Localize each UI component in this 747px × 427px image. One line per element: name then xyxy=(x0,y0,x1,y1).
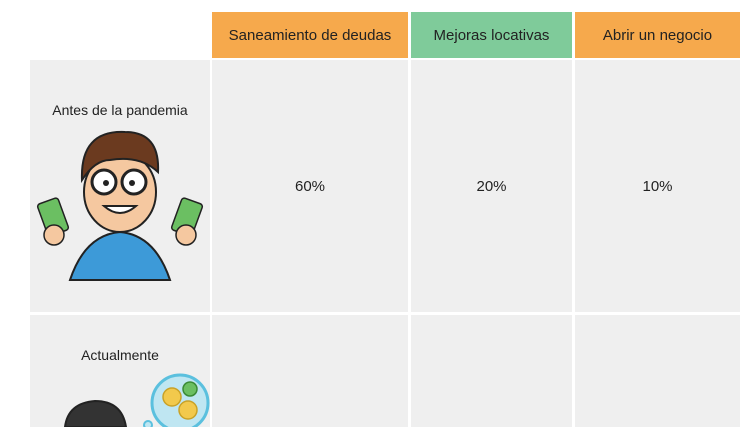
column-header: Abrir un negocio xyxy=(575,12,740,58)
row-label: Antes de la pandemia xyxy=(52,102,188,118)
column-header: Mejoras locativas xyxy=(411,12,572,58)
row-label: Actualmente xyxy=(81,347,159,363)
row-header: Actualmente xyxy=(30,315,210,427)
table-cell xyxy=(411,315,572,427)
column-header: Saneamiento de deudas xyxy=(212,12,408,58)
illustration xyxy=(63,373,210,427)
illustration xyxy=(36,130,204,281)
row-header: Antes de la pandemia xyxy=(30,60,210,312)
table-cell xyxy=(575,315,740,427)
table-cell: 10% xyxy=(575,60,740,312)
table-cell: 20% xyxy=(411,60,572,312)
table-cell: 60% xyxy=(212,60,408,312)
table-cell xyxy=(212,315,408,427)
